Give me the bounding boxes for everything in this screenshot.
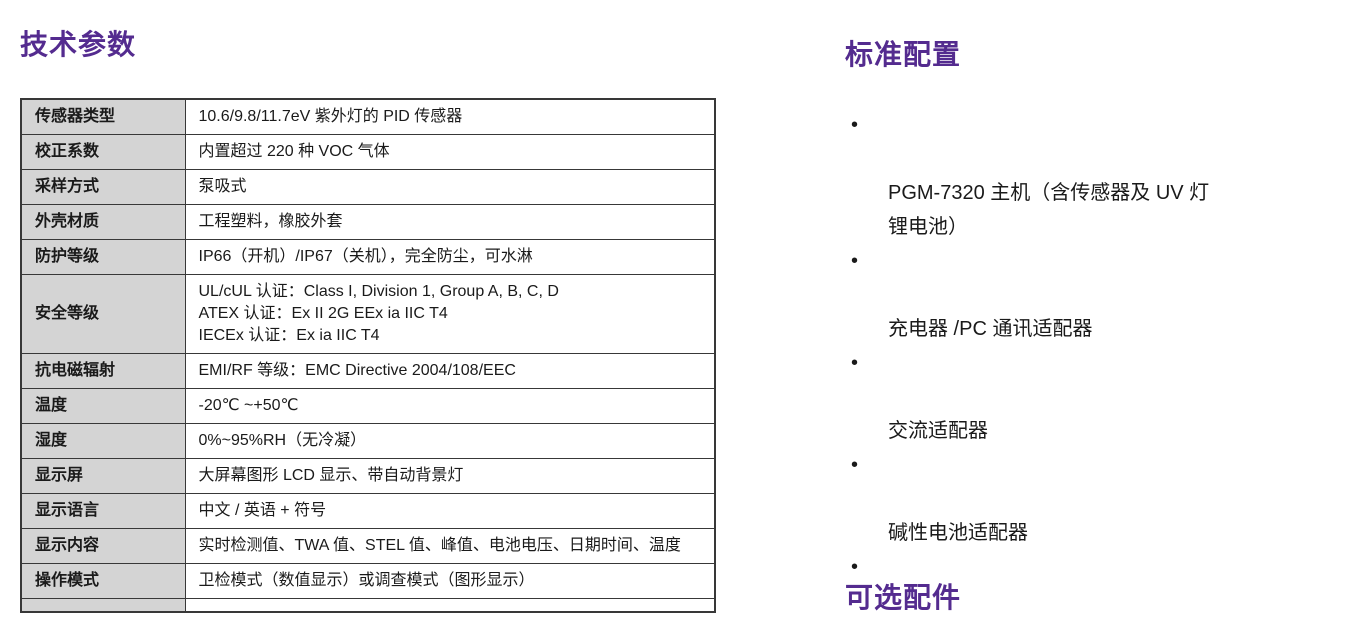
list-item: • 碱性电池适配器 bbox=[845, 448, 1315, 550]
list-item: • 交流适配器 bbox=[845, 346, 1315, 448]
bullet-icon: • bbox=[851, 250, 859, 272]
table-row: 显示屏 大屏幕图形 LCD 显示、带自动背景灯 bbox=[20, 457, 716, 494]
spec-value bbox=[184, 597, 716, 613]
list-item-label: 交流适配器 bbox=[888, 420, 988, 442]
standard-config-title: 标准配置 bbox=[845, 39, 962, 70]
spec-label: 安全等级 bbox=[20, 273, 186, 354]
spec-label: 显示语言 bbox=[20, 492, 186, 529]
spec-value: 工程塑料，橡胶外套 bbox=[184, 203, 716, 240]
list-item-label: PGM-7320 主机（含传感器及 UV 灯 锂电池） bbox=[888, 182, 1210, 238]
table-row: 湿度 0%~95%RH（无冷凝） bbox=[20, 422, 716, 459]
table-row: 温度 -20℃ ~+50℃ bbox=[20, 387, 716, 424]
table-row: 传感器类型 10.6/9.8/11.7eV 紫外灯的 PID 传感器 bbox=[20, 98, 716, 135]
table-row: 采样方式 泵吸式 bbox=[20, 168, 716, 205]
spec-value: EMI/RF 等级：EMC Directive 2004/108/EEC bbox=[184, 352, 716, 389]
spec-label: 防护等级 bbox=[20, 238, 186, 275]
spec-value: 0%~95%RH（无冷凝） bbox=[184, 422, 716, 459]
spec-label: 外壳材质 bbox=[20, 203, 186, 240]
table-row: 显示内容 实时检测值、TWA 值、STEL 值、峰值、电池电压、日期时间、温度 bbox=[20, 527, 716, 564]
spec-label: 显示内容 bbox=[20, 527, 186, 564]
tech-specs-section: 技术参数 传感器类型 10.6/9.8/11.7eV 紫外灯的 PID 传感器 … bbox=[20, 29, 720, 613]
spec-label bbox=[20, 597, 186, 613]
spec-label: 温度 bbox=[20, 387, 186, 424]
table-row: 抗电磁辐射 EMI/RF 等级：EMC Directive 2004/108/E… bbox=[20, 352, 716, 389]
bullet-icon: • bbox=[851, 352, 859, 374]
spec-value: IP66（开机）/IP67（关机），完全防尘，可水淋 bbox=[184, 238, 716, 275]
spec-value: 实时检测值、TWA 值、STEL 值、峰值、电池电压、日期时间、温度 bbox=[184, 527, 716, 564]
tech-specs-table-body: 传感器类型 10.6/9.8/11.7eV 紫外灯的 PID 传感器 校正系数 … bbox=[20, 98, 716, 613]
optional-accessories-title: 可选配件 bbox=[845, 582, 962, 613]
spec-label: 抗电磁辐射 bbox=[20, 352, 186, 389]
spec-value: 泵吸式 bbox=[184, 168, 716, 205]
table-row: 防护等级 IP66（开机）/IP67（关机），完全防尘，可水淋 bbox=[20, 238, 716, 275]
table-row: 显示语言 中文 / 英语 + 符号 bbox=[20, 492, 716, 529]
tech-specs-title: 技术参数 bbox=[20, 29, 137, 60]
table-row: 安全等级 UL/cUL 认证：Class I, Division 1, Grou… bbox=[20, 273, 716, 354]
spec-label: 湿度 bbox=[20, 422, 186, 459]
config-section: 标准配置 • PGM-7320 主机（含传感器及 UV 灯 锂电池） • 充电器… bbox=[845, 0, 1323, 619]
spec-value: 10.6/9.8/11.7eV 紫外灯的 PID 传感器 bbox=[184, 98, 716, 135]
tech-specs-table: 传感器类型 10.6/9.8/11.7eV 紫外灯的 PID 传感器 校正系数 … bbox=[20, 97, 716, 613]
list-item-label: 碱性电池适配器 bbox=[888, 522, 1028, 544]
spec-value: 内置超过 220 种 VOC 气体 bbox=[184, 133, 716, 170]
spec-label: 操作模式 bbox=[20, 562, 186, 599]
table-row: 外壳材质 工程塑料，橡胶外套 bbox=[20, 203, 716, 240]
table-row: 校正系数 内置超过 220 种 VOC 气体 bbox=[20, 133, 716, 170]
bullet-icon: • bbox=[851, 556, 859, 578]
list-item: • PGM-7320 主机（含传感器及 UV 灯 锂电池） bbox=[845, 108, 1315, 244]
table-row: 操作模式 卫检模式（数值显示）或调查模式（图形显示） bbox=[20, 562, 716, 599]
bullet-icon: • bbox=[851, 454, 859, 476]
list-item: • 橡胶保护套 bbox=[845, 550, 1315, 619]
spec-label: 显示屏 bbox=[20, 457, 186, 494]
table-row bbox=[20, 597, 716, 613]
list-item-label: 充电器 /PC 通讯适配器 bbox=[888, 318, 1093, 340]
standard-config-list: • PGM-7320 主机（含传感器及 UV 灯 锂电池） • 充电器 /PC … bbox=[845, 108, 1315, 619]
spec-label: 校正系数 bbox=[20, 133, 186, 170]
spec-value: 大屏幕图形 LCD 显示、带自动背景灯 bbox=[184, 457, 716, 494]
bullet-icon: • bbox=[851, 114, 859, 136]
spec-label: 采样方式 bbox=[20, 168, 186, 205]
spec-value: 卫检模式（数值显示）或调查模式（图形显示） bbox=[184, 562, 716, 599]
spec-label: 传感器类型 bbox=[20, 98, 186, 135]
spec-value: UL/cUL 认证：Class I, Division 1, Group A, … bbox=[184, 273, 716, 354]
spec-value: 中文 / 英语 + 符号 bbox=[184, 492, 716, 529]
spec-value: -20℃ ~+50℃ bbox=[184, 387, 716, 424]
list-item: • 充电器 /PC 通讯适配器 bbox=[845, 244, 1315, 346]
